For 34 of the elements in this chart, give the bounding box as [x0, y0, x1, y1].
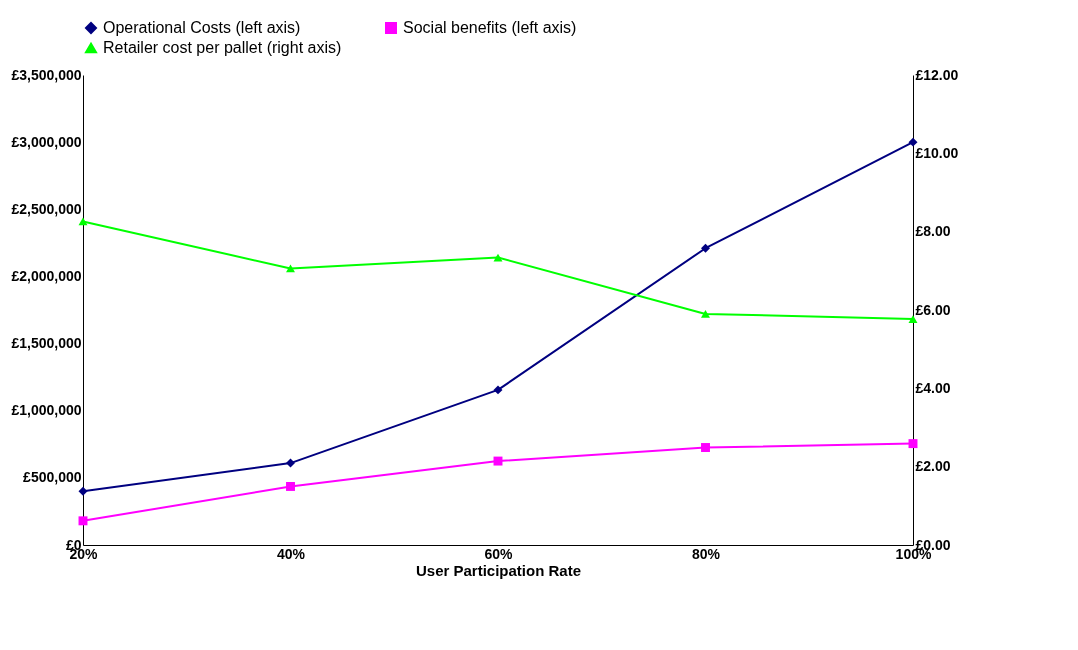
- point: [286, 264, 295, 273]
- point: [78, 217, 88, 226]
- y2-tick-label: £10.00: [915, 144, 959, 161]
- point: [286, 481, 295, 491]
- y-tick-label: £3,000,000: [11, 133, 82, 150]
- x-tick-label: 60%: [484, 545, 514, 562]
- y-tick-label: £2,000,000: [11, 267, 82, 284]
- y-tick-label: £2,500,000: [11, 200, 82, 217]
- point: [701, 243, 710, 253]
- y-tick-label: £500,000: [23, 469, 82, 486]
- x-tick-label: 80%: [691, 545, 721, 562]
- legend-label: Operational Costs (left axis): [103, 19, 301, 36]
- x-axis-title: User Participation Rate: [415, 561, 582, 579]
- point: [286, 458, 295, 468]
- y2-tick-label: £8.00: [915, 223, 951, 240]
- point: [78, 486, 88, 496]
- y2-tick-label: £12.00: [915, 66, 959, 83]
- point: [493, 456, 503, 466]
- point: [908, 137, 918, 147]
- y-tick-label: £1,000,000: [11, 402, 82, 419]
- y2-tick-label: £4.00: [915, 379, 951, 396]
- point: [78, 516, 88, 526]
- y2-tick-label: £6.00: [915, 301, 951, 318]
- legend-label: Retailer cost per pallet (right axis): [103, 39, 342, 56]
- point: [908, 439, 918, 449]
- point: [908, 315, 918, 323]
- y-tick-label: £3,500,000: [11, 66, 82, 83]
- y-tick-label: £1,500,000: [11, 335, 82, 352]
- y2-tick-label: £2.00: [915, 458, 951, 475]
- x-tick-label: 40%: [276, 545, 306, 562]
- point: [493, 385, 503, 395]
- point: [701, 310, 710, 318]
- legend-label: Social benefits (left axis): [403, 19, 577, 36]
- point: [701, 443, 710, 452]
